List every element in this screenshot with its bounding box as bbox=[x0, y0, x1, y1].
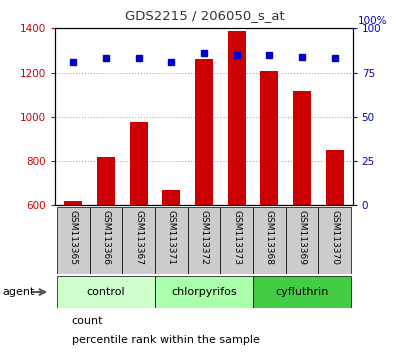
Text: GSM113372: GSM113372 bbox=[199, 210, 208, 266]
Bar bbox=[155, 276, 252, 308]
Bar bbox=[90, 207, 122, 274]
Text: GDS2215 / 206050_s_at: GDS2215 / 206050_s_at bbox=[125, 9, 284, 22]
Text: GSM113367: GSM113367 bbox=[134, 210, 143, 266]
Text: GSM113365: GSM113365 bbox=[69, 210, 78, 266]
Bar bbox=[57, 207, 90, 274]
Bar bbox=[220, 207, 252, 274]
Bar bbox=[129, 122, 147, 205]
Bar bbox=[187, 207, 220, 274]
Bar bbox=[162, 190, 180, 205]
Bar bbox=[155, 207, 187, 274]
Bar bbox=[57, 276, 155, 308]
Bar bbox=[227, 30, 245, 205]
Bar bbox=[285, 207, 317, 274]
Bar bbox=[97, 156, 115, 205]
Bar bbox=[317, 207, 350, 274]
Bar bbox=[195, 59, 212, 205]
Bar bbox=[252, 207, 285, 274]
Text: 100%: 100% bbox=[357, 16, 387, 25]
Text: count: count bbox=[72, 316, 103, 326]
Text: chlorpyrifos: chlorpyrifos bbox=[171, 287, 236, 297]
Text: percentile rank within the sample: percentile rank within the sample bbox=[72, 335, 259, 345]
Text: cyfluthrin: cyfluthrin bbox=[274, 287, 328, 297]
Bar bbox=[122, 207, 155, 274]
Bar bbox=[64, 201, 82, 205]
Bar bbox=[252, 276, 350, 308]
Bar bbox=[260, 72, 278, 205]
Text: control: control bbox=[86, 287, 125, 297]
Bar bbox=[292, 91, 310, 205]
Text: GSM113368: GSM113368 bbox=[264, 210, 273, 266]
Text: GSM113366: GSM113366 bbox=[101, 210, 110, 266]
Bar bbox=[325, 150, 343, 205]
Text: agent: agent bbox=[2, 287, 34, 297]
Text: GSM113369: GSM113369 bbox=[297, 210, 306, 266]
Text: GSM113371: GSM113371 bbox=[166, 210, 175, 266]
Text: GSM113373: GSM113373 bbox=[231, 210, 240, 266]
Text: GSM113370: GSM113370 bbox=[329, 210, 338, 266]
